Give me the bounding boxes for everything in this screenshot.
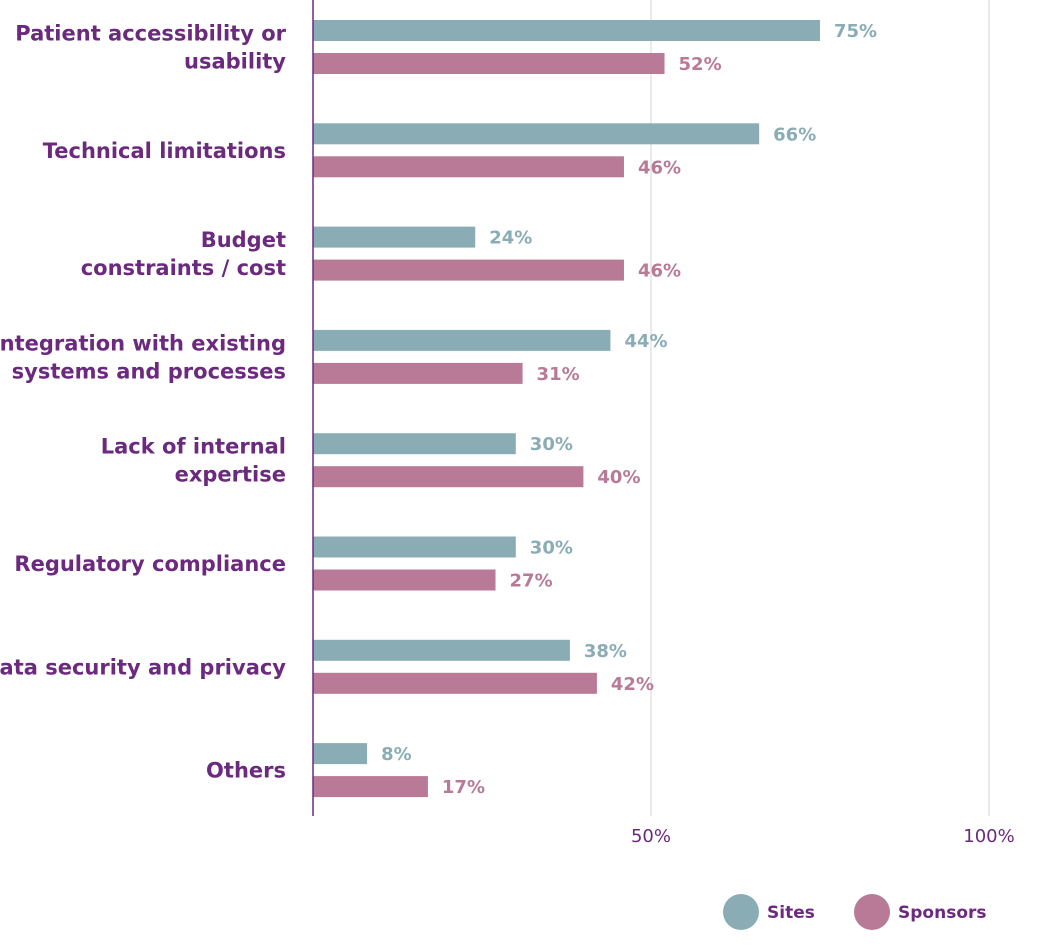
value-label-sponsors-2: 46% (638, 261, 681, 282)
category-label-6-0: Data security and privacy (0, 655, 286, 679)
legend-label-sites: Sites (767, 903, 815, 923)
bar-sponsors-4 (313, 466, 584, 488)
category-label-2-0: Budget (201, 228, 286, 252)
category-label-0-0: Patient accessibility or (15, 22, 286, 46)
legend-swatch-sites (723, 894, 759, 930)
bar-sponsors-7 (313, 776, 428, 798)
bar-sites-1 (313, 123, 760, 145)
legend-swatch-sponsors (854, 894, 890, 930)
bar-sponsors-2 (313, 259, 624, 281)
value-label-sites-6: 38% (584, 641, 627, 662)
value-label-sites-1: 66% (773, 124, 816, 145)
bar-sponsors-5 (313, 569, 496, 591)
value-label-sites-0: 75% (834, 21, 877, 42)
legend: Sites Sponsors (723, 894, 987, 930)
bar-sponsors-1 (313, 156, 624, 178)
bar-sponsors-3 (313, 362, 523, 384)
category-label-0-1: usability (184, 50, 286, 74)
value-labels: 75% 52% 66% 46% 24% 46% 44% 31% 30% 40% 30% 27% 38% 4… (381, 21, 877, 798)
category-label-3-0: Integration with existing (0, 331, 286, 355)
category-label-4-1: expertise (175, 463, 286, 487)
category-label-1-0: Technical limitations (43, 139, 286, 163)
category-label-2-1: constraints / cost (81, 256, 286, 280)
value-label-sites-3: 44% (624, 331, 667, 352)
bar-sites-3 (313, 329, 611, 351)
bars (313, 20, 820, 798)
legend-label-sponsors: Sponsors (898, 903, 987, 923)
value-label-sponsors-5: 27% (510, 571, 553, 592)
category-labels: Patient accessibility or usability Technic… (0, 22, 287, 783)
gridlines (650, 0, 990, 816)
category-label-4-0: Lack of internal (101, 435, 286, 459)
bar-sponsors-6 (313, 672, 597, 694)
value-label-sponsors-0: 52% (679, 54, 722, 75)
value-label-sponsors-7: 17% (442, 777, 485, 798)
value-label-sponsors-1: 46% (638, 157, 681, 178)
category-label-5-0: Regulatory compliance (14, 552, 286, 576)
tick-label-100: 100% (963, 826, 1014, 847)
value-label-sites-2: 24% (489, 228, 532, 249)
value-label-sponsors-3: 31% (537, 364, 580, 385)
category-label-3-1: systems and processes (12, 359, 286, 383)
tick-label-50: 50% (631, 826, 671, 847)
bar-sites-6 (313, 639, 570, 661)
bar-sites-2 (313, 226, 476, 248)
bar-sites-5 (313, 536, 516, 558)
value-label-sites-5: 30% (530, 538, 573, 559)
category-label-7-0: Others (206, 759, 286, 783)
value-label-sites-4: 30% (530, 434, 573, 455)
bar-sites-4 (313, 433, 516, 455)
value-label-sponsors-4: 40% (597, 467, 640, 488)
bar-sites-0 (313, 20, 820, 41)
value-label-sites-7: 8% (381, 744, 412, 765)
bar-sites-7 (313, 743, 368, 765)
value-label-sponsors-6: 42% (611, 674, 654, 695)
bar-sponsors-0 (313, 53, 665, 74)
x-tick-labels: 50% 100% (631, 826, 1015, 847)
